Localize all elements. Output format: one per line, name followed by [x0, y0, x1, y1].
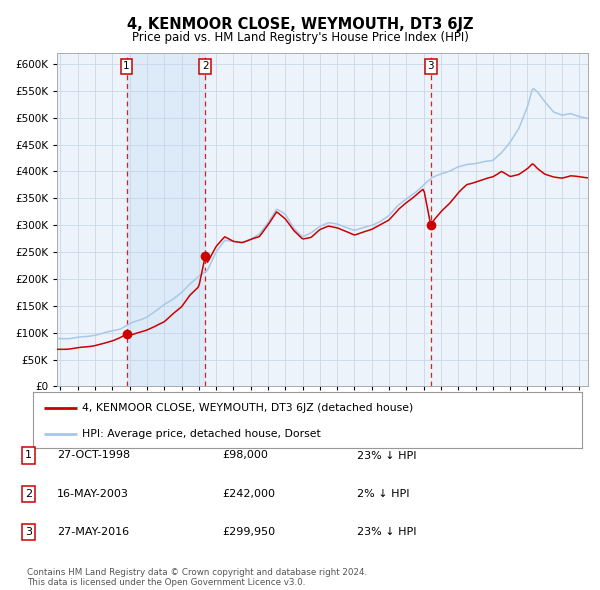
Text: 27-MAY-2016: 27-MAY-2016	[57, 527, 129, 537]
Text: Contains HM Land Registry data © Crown copyright and database right 2024.
This d: Contains HM Land Registry data © Crown c…	[27, 568, 367, 587]
Text: Price paid vs. HM Land Registry's House Price Index (HPI): Price paid vs. HM Land Registry's House …	[131, 31, 469, 44]
Text: 2: 2	[202, 61, 209, 71]
Text: 1: 1	[123, 61, 130, 71]
Text: 23% ↓ HPI: 23% ↓ HPI	[357, 527, 416, 537]
Text: £299,950: £299,950	[222, 527, 275, 537]
Text: HPI: Average price, detached house, Dorset: HPI: Average price, detached house, Dors…	[82, 430, 321, 440]
Text: 3: 3	[427, 61, 434, 71]
Bar	[127, 53, 205, 386]
Text: 3: 3	[25, 527, 32, 537]
Text: 2% ↓ HPI: 2% ↓ HPI	[357, 489, 409, 499]
Text: 23% ↓ HPI: 23% ↓ HPI	[357, 451, 416, 460]
Text: 27-OCT-1998: 27-OCT-1998	[57, 451, 130, 460]
Text: £98,000: £98,000	[222, 451, 268, 460]
Text: £242,000: £242,000	[222, 489, 275, 499]
Text: 4, KENMOOR CLOSE, WEYMOUTH, DT3 6JZ (detached house): 4, KENMOOR CLOSE, WEYMOUTH, DT3 6JZ (det…	[82, 403, 413, 413]
Text: 4, KENMOOR CLOSE, WEYMOUTH, DT3 6JZ: 4, KENMOOR CLOSE, WEYMOUTH, DT3 6JZ	[127, 17, 473, 31]
Text: 2: 2	[25, 489, 32, 499]
Text: 1: 1	[25, 451, 32, 460]
Text: 16-MAY-2003: 16-MAY-2003	[57, 489, 129, 499]
